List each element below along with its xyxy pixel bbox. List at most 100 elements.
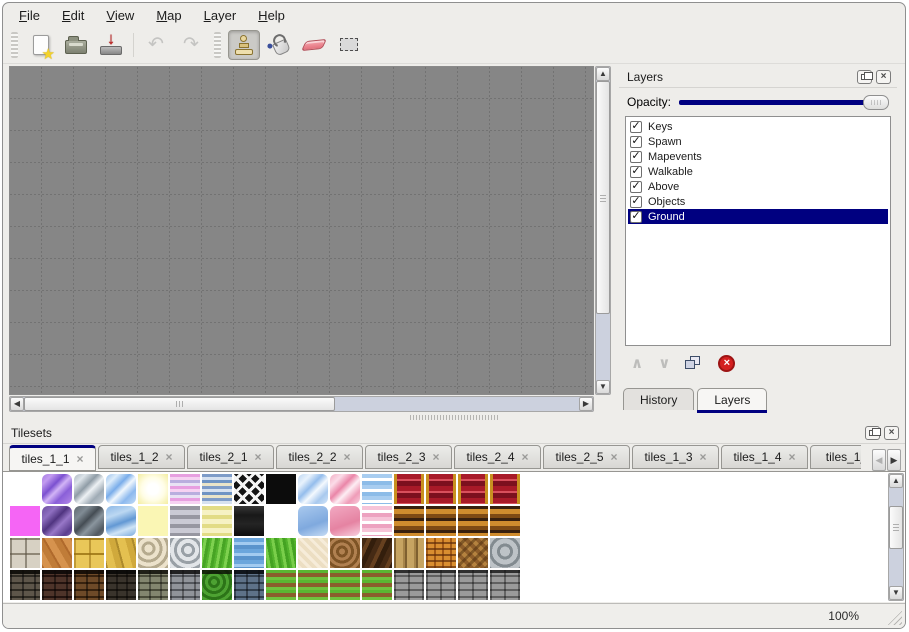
tile[interactable]	[394, 474, 424, 504]
tile[interactable]	[202, 570, 232, 600]
tile[interactable]	[362, 538, 392, 568]
toolbar-grip[interactable]	[214, 31, 221, 58]
stamp-tool-button[interactable]	[228, 29, 260, 60]
tile[interactable]	[10, 538, 40, 568]
tile[interactable]	[458, 538, 488, 568]
tile[interactable]	[42, 570, 72, 600]
opacity-slider-handle[interactable]	[863, 95, 889, 110]
tile[interactable]	[138, 570, 168, 600]
duplicate-layer-button[interactable]	[685, 356, 702, 371]
toolbar-grip[interactable]	[11, 31, 18, 58]
tile[interactable]	[106, 538, 136, 568]
tile[interactable]	[202, 506, 232, 536]
scroll-down-button[interactable]: ▼	[889, 586, 903, 600]
tile[interactable]	[42, 506, 72, 536]
tile[interactable]	[458, 474, 488, 504]
layer-visibility-checkbox[interactable]: ✓	[630, 195, 642, 208]
palette-vertical-scrollbar[interactable]: ▲ ▼	[888, 473, 904, 601]
tile[interactable]	[170, 570, 200, 600]
tile[interactable]	[458, 506, 488, 536]
tileset-tab[interactable]: tiles_1_ ×	[810, 445, 861, 469]
float-panel-button[interactable]	[857, 70, 873, 84]
tileset-tab[interactable]: tiles_2_1 ×	[187, 445, 274, 469]
menu-item[interactable]: Map	[156, 8, 182, 23]
new-map-button[interactable]: ★	[25, 30, 57, 62]
tileset-tab[interactable]: tiles_2_3 ×	[365, 445, 452, 469]
tile[interactable]	[426, 474, 456, 504]
redo-button[interactable]: ↷	[175, 30, 207, 60]
tileset-tab[interactable]: tiles_1_2 ×	[98, 445, 185, 469]
open-button[interactable]	[60, 30, 92, 60]
select-tool-button[interactable]	[333, 30, 365, 60]
tab-close-icon[interactable]: ×	[432, 450, 440, 464]
tile[interactable]	[138, 474, 168, 504]
resize-grip[interactable]	[887, 610, 902, 625]
tile[interactable]	[394, 506, 424, 536]
tile[interactable]	[106, 474, 136, 504]
tile[interactable]	[266, 474, 296, 504]
layer-row[interactable]: ✓ Above	[628, 179, 888, 194]
menu-item[interactable]: Layer	[203, 8, 237, 23]
tile[interactable]	[234, 506, 264, 536]
tile[interactable]	[138, 506, 168, 536]
layer-row[interactable]: ✓ Objects	[628, 194, 888, 209]
tile[interactable]	[202, 538, 232, 568]
tile[interactable]	[362, 570, 392, 600]
tile[interactable]	[266, 506, 296, 536]
tileset-tab[interactable]: tiles_2_5 ×	[543, 445, 630, 469]
scroll-up-button[interactable]: ▲	[596, 67, 610, 81]
scrollbar-track[interactable]	[889, 488, 903, 586]
tile[interactable]	[106, 506, 136, 536]
tileset-tab[interactable]: tiles_2_2 ×	[276, 445, 363, 469]
tile[interactable]	[74, 474, 104, 504]
menu-item[interactable]: File	[19, 8, 40, 23]
tile[interactable]	[458, 570, 488, 600]
tile[interactable]	[234, 570, 264, 600]
tile[interactable]	[490, 570, 520, 600]
layer-row[interactable]: ✓ Spawn	[628, 134, 888, 149]
tile[interactable]	[426, 570, 456, 600]
opacity-slider[interactable]	[679, 94, 889, 110]
move-layer-down-button[interactable]: ∨	[658, 355, 670, 372]
tab-close-icon[interactable]: ×	[699, 450, 707, 464]
tile[interactable]	[74, 506, 104, 536]
tile[interactable]	[426, 506, 456, 536]
undo-button[interactable]: ↶	[140, 30, 172, 60]
delete-layer-button[interactable]: ×	[718, 355, 736, 372]
scroll-right-button[interactable]: ▶	[579, 397, 593, 411]
tab-close-icon[interactable]: ×	[254, 450, 262, 464]
tile[interactable]	[298, 538, 328, 568]
tile[interactable]	[106, 570, 136, 600]
tile[interactable]	[490, 506, 520, 536]
layer-visibility-checkbox[interactable]: ✓	[630, 180, 642, 193]
tile[interactable]	[394, 570, 424, 600]
move-layer-up-button[interactable]: ∧	[631, 355, 643, 372]
scrollbar-track[interactable]	[24, 397, 579, 411]
tab-close-icon[interactable]: ×	[788, 450, 796, 464]
layer-visibility-checkbox[interactable]: ✓	[630, 165, 642, 178]
tile[interactable]	[234, 538, 264, 568]
tile[interactable]	[362, 506, 392, 536]
scrollbar-thumb[interactable]	[596, 81, 610, 315]
tileset-tab[interactable]: tiles_1_3 ×	[632, 445, 719, 469]
tile[interactable]	[298, 474, 328, 504]
eraser-tool-button[interactable]	[298, 30, 330, 60]
tile[interactable]	[170, 506, 200, 536]
tile[interactable]	[42, 538, 72, 568]
tile[interactable]	[266, 570, 296, 600]
tab-close-icon[interactable]: ×	[165, 450, 173, 464]
tile[interactable]	[298, 570, 328, 600]
tile[interactable]	[170, 538, 200, 568]
tile[interactable]	[170, 474, 200, 504]
map-canvas[interactable]	[9, 66, 594, 395]
scrollbar-thumb[interactable]	[24, 397, 335, 411]
tile[interactable]	[202, 474, 232, 504]
tile[interactable]	[362, 474, 392, 504]
layer-visibility-checkbox[interactable]: ✓	[630, 150, 642, 163]
fill-tool-button[interactable]	[263, 30, 295, 60]
close-panel-button[interactable]: ×	[884, 426, 899, 440]
layer-visibility-checkbox[interactable]: ✓	[630, 120, 642, 133]
scroll-left-button[interactable]: ◀	[10, 397, 24, 411]
dock-tab[interactable]: Layers	[697, 388, 768, 410]
canvas-horizontal-scrollbar[interactable]: ◀ ▶	[9, 396, 594, 412]
